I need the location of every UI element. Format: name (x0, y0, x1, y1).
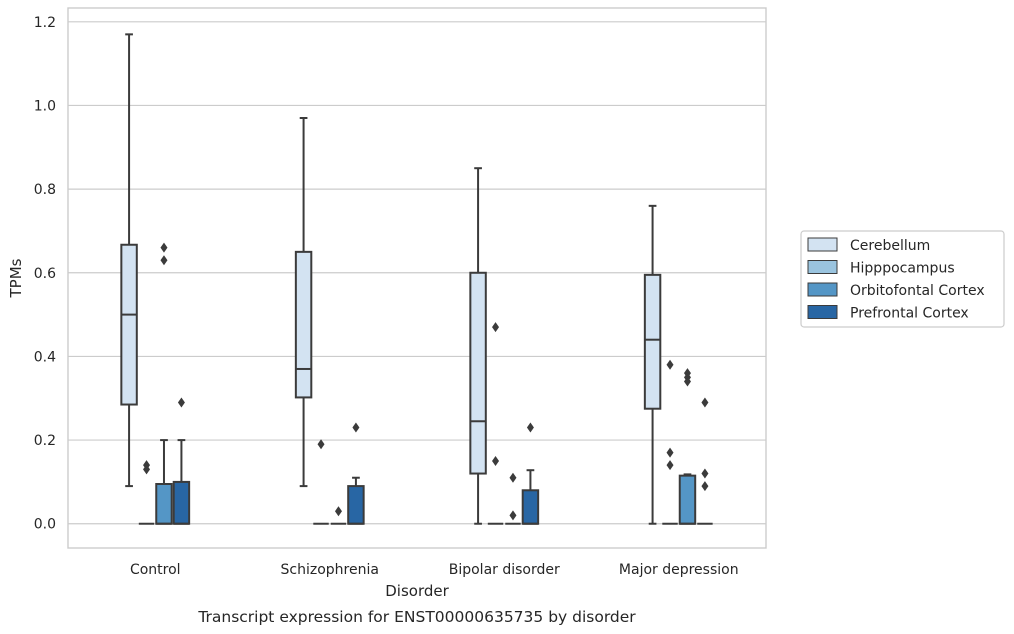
y-tick-label: 0.4 (34, 349, 56, 365)
box-orbitofontal-cortex (155, 242, 173, 525)
y-tick-label: 0.6 (34, 266, 56, 282)
outlier-point (701, 397, 709, 408)
outlier-point (317, 439, 325, 450)
x-tick-label: Bipolar disorder (449, 562, 560, 578)
y-tick-label: 0.2 (34, 433, 56, 449)
outlier-point (177, 397, 185, 408)
box-body (678, 474, 697, 525)
outlier-point (509, 472, 517, 483)
outlier-point (666, 447, 674, 458)
box-prefrontal-cortex (172, 397, 191, 525)
box-prefrontal-cortex (521, 422, 540, 525)
box-orbitofontal-cortex (505, 472, 521, 525)
y-axis-ticks: 0.0 0.2 0.4 0.6 0.8 1.0 1.2 (34, 15, 56, 533)
box-orbitofontal-cortex (330, 506, 347, 525)
box-hipppocampus (313, 439, 329, 525)
y-tick-label: 1.0 (34, 98, 56, 114)
legend-swatch (807, 260, 838, 274)
legend-label: Orbitofontal Cortex (850, 283, 985, 299)
outlier-point (701, 481, 709, 492)
outlier-point (509, 510, 517, 521)
legend: Cerebellum Hipppocampus Orbitofontal Corte… (800, 230, 1005, 328)
legend-swatch (807, 305, 838, 319)
box-body (172, 480, 191, 525)
box-prefrontal-cortex (347, 422, 365, 525)
box-cerebellum (294, 117, 313, 488)
box-body (521, 489, 540, 525)
legend-item: Prefrontal Cortex (807, 305, 969, 322)
legend-item: Cerebellum (807, 237, 930, 254)
outlier-point (666, 460, 674, 471)
y-tick-label: 0.0 (34, 517, 56, 533)
x-tick-label: Major depression (619, 562, 739, 578)
outlier-point (666, 359, 674, 370)
boxes-layer (120, 33, 713, 525)
legend-label: Prefrontal Cortex (850, 306, 969, 322)
legend-label: Cerebellum (850, 238, 930, 254)
box-hipppocampus (662, 359, 678, 525)
outlier-point (160, 242, 168, 253)
legend-frame (800, 230, 1005, 328)
x-tick-label: Control (130, 562, 181, 578)
box-body (120, 243, 138, 406)
outlier-point (143, 464, 151, 475)
x-axis-label: Disorder (385, 582, 449, 600)
box-cerebellum (120, 33, 138, 488)
y-axis-label: TPMs (7, 258, 25, 298)
x-axis-ticks: Control Schizophrenia Bipolar disorder Majo… (130, 562, 739, 578)
box-body (155, 483, 173, 525)
box-prefrontal-cortex (697, 397, 713, 525)
box-body (294, 250, 313, 399)
box-cerebellum (643, 204, 662, 525)
legend-item: Orbitofontal Cortex (807, 282, 985, 299)
outlier-point (492, 455, 500, 466)
grid-lines (68, 21, 766, 525)
outlier-point (352, 422, 360, 433)
y-tick-label: 1.2 (34, 15, 56, 31)
box-body (347, 485, 365, 525)
chart-caption: Transcript expression for ENST0000063573… (197, 608, 636, 626)
outlier-point (526, 422, 534, 433)
outlier-point (701, 468, 709, 479)
box-body (643, 273, 662, 410)
box-hipppocampus (487, 322, 504, 525)
legend-swatch (807, 282, 838, 297)
outlier-point (160, 255, 168, 266)
outlier-point (492, 322, 500, 333)
y-tick-label: 0.8 (34, 182, 56, 198)
legend-label: Hipppocampus (850, 261, 955, 277)
box-body (469, 271, 487, 475)
outlier-point (334, 506, 342, 517)
outlier-point (683, 376, 691, 387)
box-hipppocampus (138, 460, 155, 525)
x-tick-label: Schizophrenia (281, 562, 379, 578)
legend-swatch (807, 237, 838, 252)
box-cerebellum (469, 167, 487, 525)
box-orbitofontal-cortex (678, 368, 697, 525)
plot-frame (67, 7, 767, 549)
legend-item: Hipppocampus (807, 260, 955, 277)
